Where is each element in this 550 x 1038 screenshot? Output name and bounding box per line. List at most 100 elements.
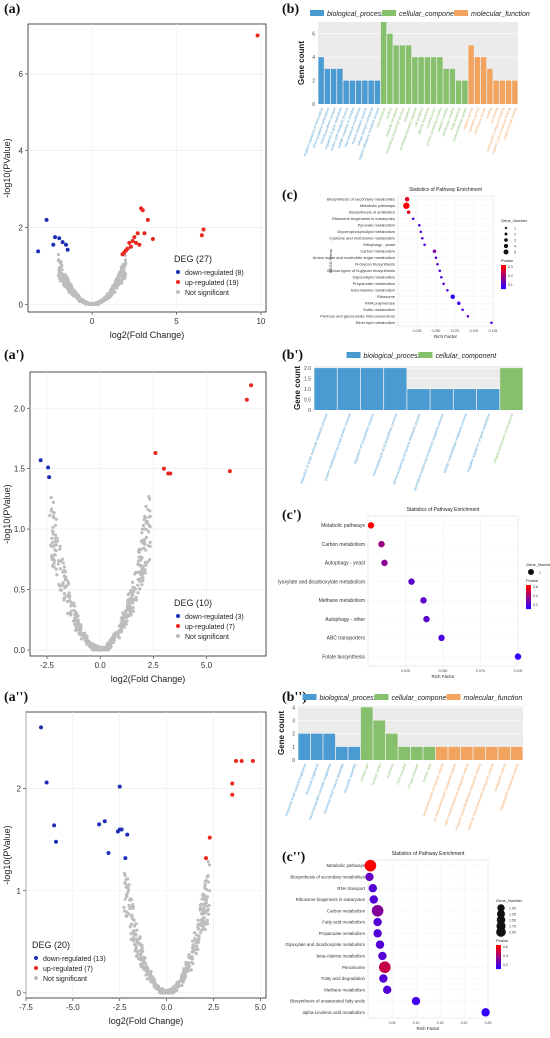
bar: [310, 733, 323, 760]
chart-title: Statistics of Pathway Enrichment: [392, 851, 465, 857]
category-label: negative regulation of gene expression: [466, 413, 491, 472]
up-regulated-point: [135, 231, 140, 236]
not-significant-point: [201, 909, 206, 913]
category-label: transporter activity: [493, 763, 507, 792]
pathway-label: Biosynthesis of secondary metabolites: [290, 874, 365, 879]
y-axis-label: KEGG Terms: [328, 249, 333, 273]
down-regulated-point: [52, 823, 57, 828]
up-regulated-point: [204, 856, 208, 861]
not-significant-point: [205, 895, 210, 899]
not-significant-point: [199, 906, 203, 910]
bar: [430, 57, 437, 104]
not-significant-point: [67, 290, 71, 294]
pathway-label: Pentose and glucuronate interconversions: [320, 314, 395, 319]
not-significant-point: [49, 544, 54, 548]
not-significant-point: [133, 949, 137, 953]
not-significant-point: [146, 522, 150, 526]
x-tick-label: 0.025: [401, 669, 410, 673]
color-legend-gradient-step: [501, 283, 506, 286]
color-legend-gradient-step: [496, 961, 501, 964]
pathway-bubble: [457, 301, 461, 306]
up-regulated-point: [239, 759, 244, 764]
volcano-plot-a: 0 5 10 0 2 4 6 log2(Fold Change) -log10(PValue) D…: [2, 23, 267, 340]
x-tick-label: 0.100: [470, 329, 479, 333]
not-significant-point: [190, 957, 195, 961]
pathway-label: Amino sugar and nucleotide sugar metabol…: [313, 255, 396, 260]
color-legend-gradient-step: [526, 585, 531, 588]
not-significant-point: [144, 563, 148, 567]
bar: [498, 746, 511, 760]
pathway-label: RNA polymerase: [365, 301, 396, 306]
up-regulated-point: [230, 781, 235, 786]
legend-swatch: [382, 10, 396, 16]
legend-entry-ns: Not significant: [185, 290, 229, 297]
color-legend-gradient-step: [526, 595, 531, 598]
not-significant-point: [139, 539, 144, 543]
not-significant-point: [131, 609, 136, 614]
not-significant-point: [140, 556, 144, 560]
color-legend-gradient-step: [496, 949, 501, 952]
not-significant-point: [58, 547, 62, 551]
not-significant-point: [132, 597, 136, 602]
not-significant-point: [53, 553, 57, 557]
legend-swatch: [34, 956, 38, 960]
up-regulated-point: [250, 759, 255, 764]
not-significant-point: [64, 584, 68, 588]
not-significant-point: [207, 903, 211, 908]
not-significant-point: [145, 519, 149, 523]
bar: [474, 57, 481, 104]
legend-entry-up: up-regulated (19): [185, 280, 239, 287]
color-legend-gradient-step: [526, 603, 531, 606]
not-significant-point: [73, 604, 77, 608]
not-significant-point: [76, 627, 81, 631]
x-axis-label: log2(Fold Change): [110, 330, 185, 340]
not-significant-point: [148, 525, 152, 529]
not-significant-point: [140, 566, 145, 571]
pathway-bubble: [369, 895, 378, 904]
bar: [343, 80, 349, 104]
down-regulated-point: [119, 827, 124, 832]
legend-entry: molecular_function: [471, 11, 530, 18]
bar: [399, 45, 406, 104]
not-significant-point: [129, 914, 134, 918]
not-significant-point: [62, 598, 66, 602]
pathway-label: Biosynthesis of antibiotics: [349, 210, 395, 215]
pathway-label: Fatty acid metabolism: [322, 920, 365, 925]
bar: [435, 746, 448, 760]
panel-label-a: (a): [4, 2, 21, 17]
up-regulated-point: [234, 759, 238, 764]
legend-swatch: [346, 352, 361, 358]
not-significant-point: [79, 623, 83, 627]
up-regulated-point: [161, 466, 166, 471]
legend-entry: cellular_component: [399, 11, 461, 18]
color-legend-title: Pvalue: [501, 258, 514, 263]
not-significant-point: [110, 636, 114, 640]
y-tick-label: 0: [292, 758, 295, 764]
color-legend-gradient-step: [526, 605, 531, 608]
y-tick-label: 0: [308, 408, 311, 414]
color-legend-gradient-step: [501, 277, 506, 280]
not-significant-point: [134, 954, 138, 958]
panel-label-c: (c): [282, 188, 298, 203]
not-significant-point: [146, 560, 150, 564]
color-legend-gradient-step: [496, 959, 501, 962]
not-significant-point: [149, 980, 153, 984]
category-label: cell periphery: [413, 107, 424, 128]
pathway-label: Biosynthesis of secondary metabolites: [327, 197, 395, 202]
bar: [360, 368, 384, 410]
legend-swatch: [446, 694, 461, 700]
not-significant-point: [120, 280, 124, 284]
panel-label-c-double-prime: (c''): [282, 850, 306, 865]
not-significant-point: [129, 609, 133, 613]
pathway-bubble: [411, 217, 415, 221]
size-legend-label: 3: [514, 239, 516, 243]
pathway-label: Metabolic pathways: [326, 863, 365, 868]
not-significant-point: [125, 910, 129, 914]
pathway-bubble: [490, 321, 493, 325]
not-significant-point: [120, 267, 125, 271]
not-significant-point: [140, 943, 144, 947]
not-significant-point: [147, 530, 151, 534]
not-significant-point: [53, 523, 58, 528]
size-legend-dot: [497, 910, 505, 918]
color-legend-gradient-step: [526, 601, 531, 604]
